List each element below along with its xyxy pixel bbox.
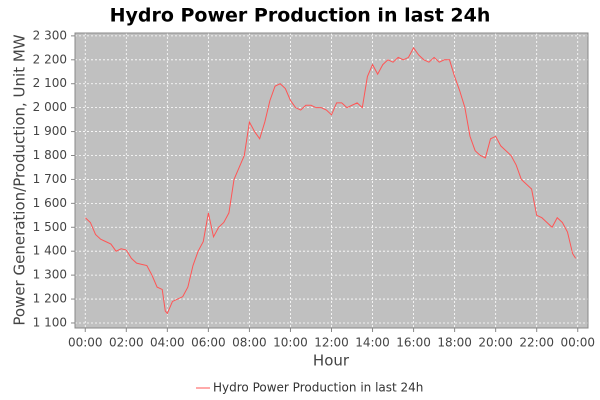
chart-title: Hydro Power Production in last 24h (110, 5, 491, 27)
x-tick-label: 00:00 (560, 336, 595, 350)
y-tick-label: 1 600 (33, 196, 67, 210)
data-line (84, 46, 577, 315)
y-tick-label: 1 800 (33, 148, 67, 162)
y-tick-label: 1 500 (33, 220, 67, 234)
y-tick-label: 2 000 (33, 100, 67, 114)
plot-border (74, 32, 589, 329)
x-tick-label: 14:00 (355, 336, 390, 350)
x-tick-label: 16:00 (396, 336, 431, 350)
x-axis-label: Hour (313, 352, 350, 370)
x-tick-label: 06:00 (191, 336, 226, 350)
y-tick-label: 1 100 (33, 315, 67, 329)
x-tick-label: 08:00 (232, 336, 267, 350)
x-tick-label: 18:00 (437, 336, 472, 350)
y-axis-label: Power Generation/Production, Unit MW (11, 34, 29, 325)
legend-label: Hydro Power Production in last 24h (213, 381, 423, 395)
y-tick-label: 1 900 (33, 124, 67, 138)
x-tick-label: 04:00 (150, 336, 185, 350)
y-tick-label: 1 200 (33, 292, 67, 306)
y-tick-label: 2 300 (33, 28, 67, 42)
y-tick-label: 1 700 (33, 172, 67, 186)
y-tick-label: 1 400 (33, 244, 67, 258)
y-tick-label: 2 100 (33, 76, 67, 90)
x-tick-label: 20:00 (478, 336, 513, 350)
x-tick-label: 10:00 (273, 336, 308, 350)
x-tick-label: 00:00 (68, 336, 103, 350)
x-tick-label: 22:00 (519, 336, 554, 350)
x-tick-label: 02:00 (109, 336, 144, 350)
y-tick-label: 2 200 (33, 52, 67, 66)
x-tick-label: 12:00 (314, 336, 349, 350)
y-tick-label: 1 300 (33, 268, 67, 282)
